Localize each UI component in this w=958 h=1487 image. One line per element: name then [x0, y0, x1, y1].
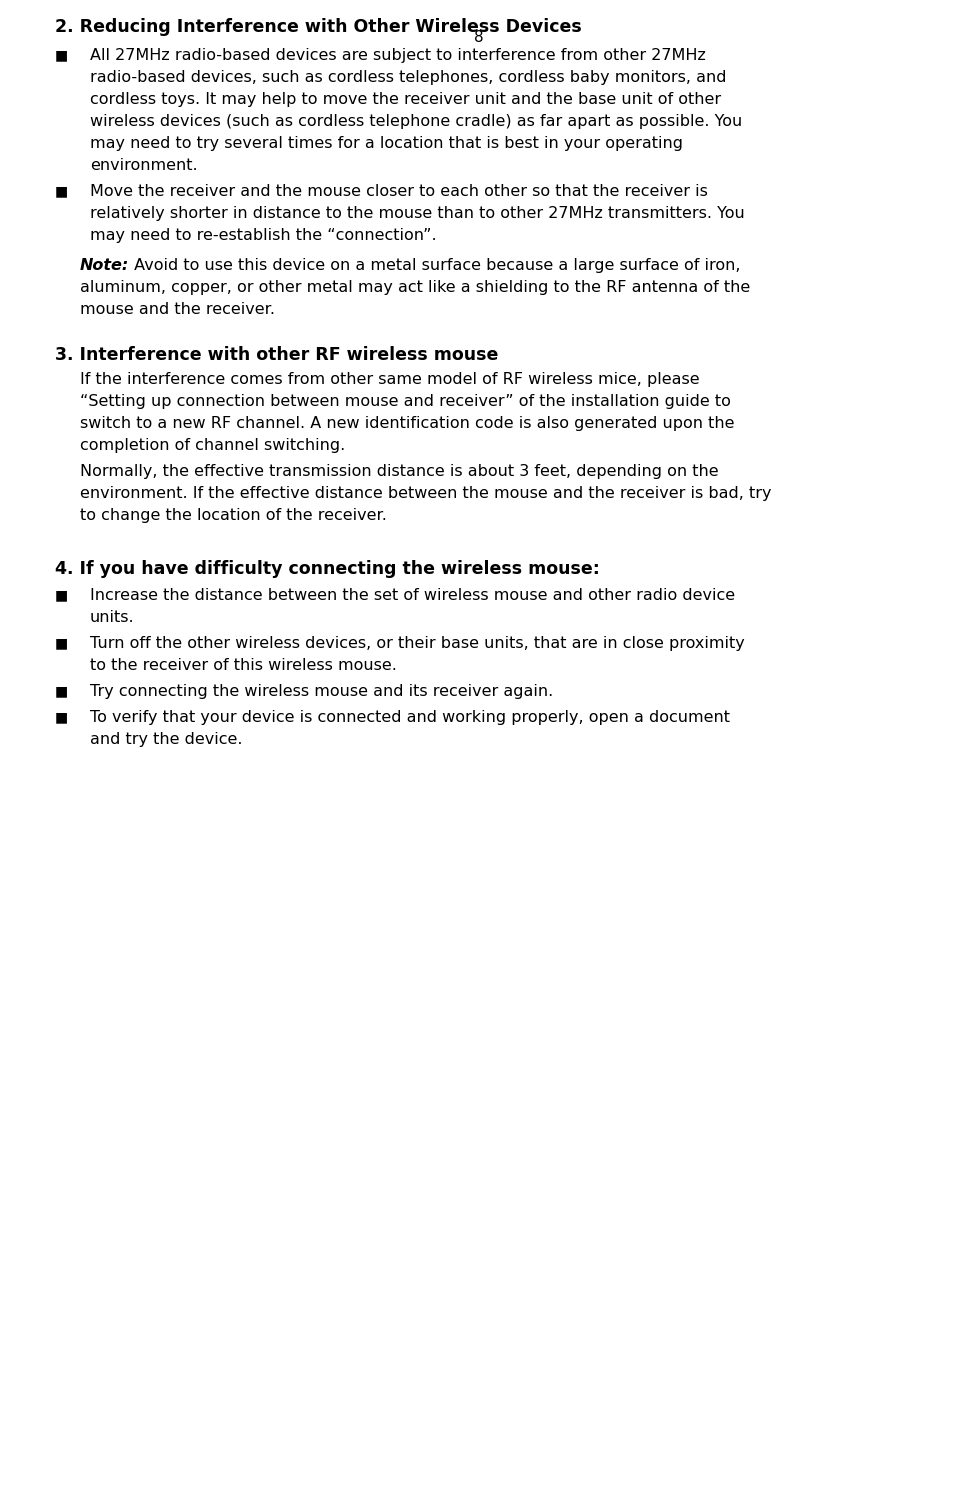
- Text: Move the receiver and the mouse closer to each other so that the receiver is: Move the receiver and the mouse closer t…: [90, 184, 708, 199]
- Text: To verify that your device is connected and working properly, open a document: To verify that your device is connected …: [90, 709, 730, 726]
- Text: switch to a new RF channel. A new identification code is also generated upon the: switch to a new RF channel. A new identi…: [80, 416, 735, 431]
- Text: and try the device.: and try the device.: [90, 732, 242, 746]
- Text: ■: ■: [55, 184, 68, 198]
- Text: wireless devices (such as cordless telephone cradle) as far apart as possible. Y: wireless devices (such as cordless telep…: [90, 114, 742, 129]
- Text: relatively shorter in distance to the mouse than to other 27MHz transmitters. Yo: relatively shorter in distance to the mo…: [90, 207, 744, 222]
- Text: “Setting up connection between mouse and receiver” of the installation guide to: “Setting up connection between mouse and…: [80, 394, 731, 409]
- Text: Try connecting the wireless mouse and its receiver again.: Try connecting the wireless mouse and it…: [90, 684, 554, 699]
- Text: radio-based devices, such as cordless telephones, cordless baby monitors, and: radio-based devices, such as cordless te…: [90, 70, 726, 85]
- Text: ■: ■: [55, 684, 68, 697]
- Text: 4. If you have difficulty connecting the wireless mouse:: 4. If you have difficulty connecting the…: [55, 561, 600, 578]
- Text: units.: units.: [90, 610, 135, 625]
- Text: 2. Reducing Interference with Other Wireless Devices: 2. Reducing Interference with Other Wire…: [55, 18, 582, 36]
- Text: to change the location of the receiver.: to change the location of the receiver.: [80, 509, 387, 523]
- Text: All 27MHz radio-based devices are subject to interference from other 27MHz: All 27MHz radio-based devices are subjec…: [90, 48, 706, 62]
- Text: environment. If the effective distance between the mouse and the receiver is bad: environment. If the effective distance b…: [80, 486, 771, 501]
- Text: mouse and the receiver.: mouse and the receiver.: [80, 302, 275, 317]
- Text: ■: ■: [55, 48, 68, 62]
- Text: cordless toys. It may help to move the receiver unit and the base unit of other: cordless toys. It may help to move the r…: [90, 92, 721, 107]
- Text: may need to re-establish the “connection”.: may need to re-establish the “connection…: [90, 228, 437, 242]
- Text: may need to try several times for a location that is best in your operating: may need to try several times for a loca…: [90, 135, 683, 152]
- Text: If the interference comes from other same model of RF wireless mice, please: If the interference comes from other sam…: [80, 372, 699, 387]
- Text: Avoid to use this device on a metal surface because a large surface of iron,: Avoid to use this device on a metal surf…: [129, 259, 741, 274]
- Text: aluminum, copper, or other metal may act like a shielding to the RF antenna of t: aluminum, copper, or other metal may act…: [80, 280, 750, 294]
- Text: ■: ■: [55, 587, 68, 602]
- Text: environment.: environment.: [90, 158, 197, 172]
- Text: 3. Interference with other RF wireless mouse: 3. Interference with other RF wireless m…: [55, 346, 498, 364]
- Text: completion of channel switching.: completion of channel switching.: [80, 439, 345, 454]
- Text: Normally, the effective transmission distance is about 3 feet, depending on the: Normally, the effective transmission dis…: [80, 464, 718, 479]
- Text: ■: ■: [55, 636, 68, 650]
- Text: ■: ■: [55, 709, 68, 724]
- Text: to the receiver of this wireless mouse.: to the receiver of this wireless mouse.: [90, 659, 397, 674]
- Text: Note:: Note:: [80, 259, 129, 274]
- Text: Increase the distance between the set of wireless mouse and other radio device: Increase the distance between the set of…: [90, 587, 735, 604]
- Text: 8: 8: [474, 30, 484, 45]
- Text: Turn off the other wireless devices, or their base units, that are in close prox: Turn off the other wireless devices, or …: [90, 636, 744, 651]
